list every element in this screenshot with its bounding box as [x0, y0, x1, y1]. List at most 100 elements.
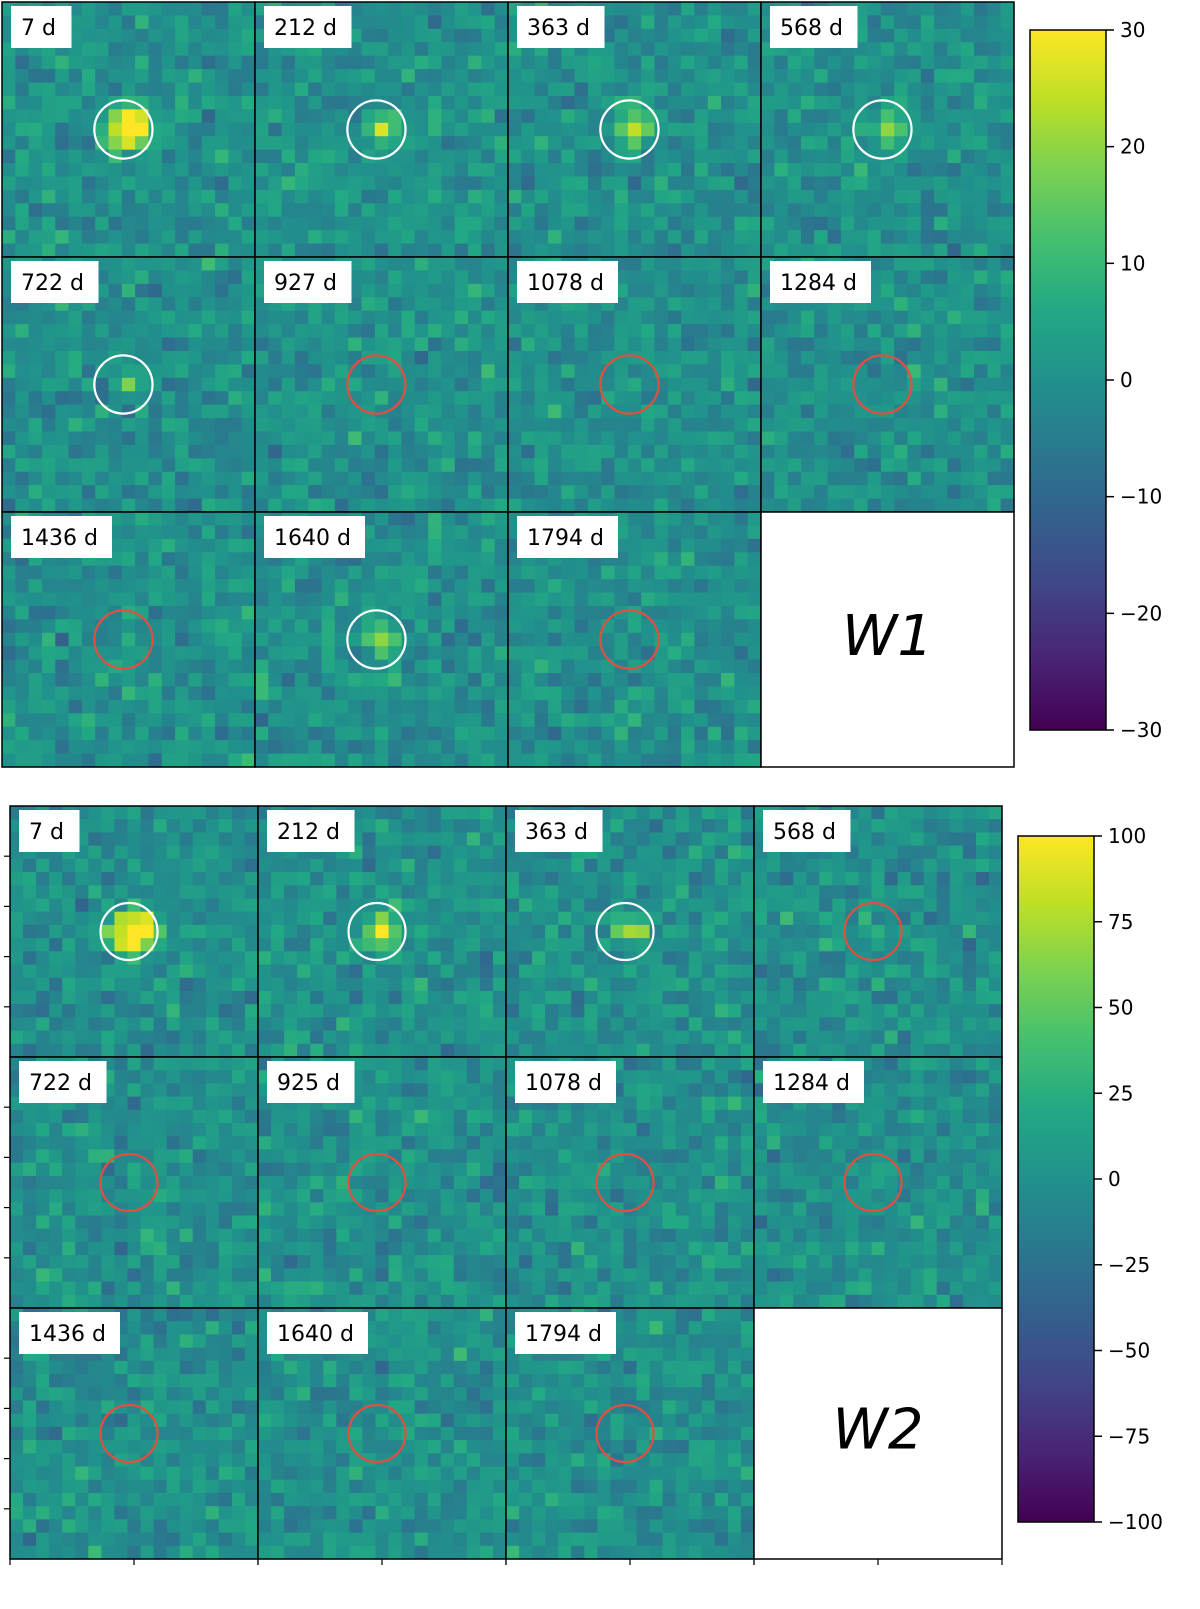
pixel	[662, 819, 677, 834]
pixel	[241, 2, 256, 17]
pixel	[454, 525, 469, 540]
pixel	[654, 431, 669, 446]
pixel	[681, 753, 696, 768]
pixel	[148, 203, 163, 218]
colorbar-tick-label: −30	[1120, 718, 1162, 742]
pixel	[401, 230, 416, 245]
pixel	[201, 753, 216, 768]
pixel	[401, 270, 416, 285]
pixel	[827, 69, 842, 84]
pixel	[428, 619, 443, 634]
pixel	[374, 565, 389, 580]
pixel	[601, 673, 616, 688]
pixel	[587, 55, 602, 70]
pixel	[508, 350, 522, 365]
pixel	[401, 431, 416, 446]
pixel	[468, 216, 482, 231]
pixel	[934, 216, 949, 231]
pixel	[574, 431, 589, 446]
pixel	[508, 136, 522, 151]
pixel	[441, 753, 456, 768]
pixel	[414, 485, 429, 500]
pixel	[641, 55, 656, 70]
pixel	[258, 1017, 272, 1032]
pixel	[166, 885, 181, 900]
pixel	[880, 176, 895, 191]
pixel	[428, 498, 443, 513]
pixel	[215, 283, 229, 298]
pixel	[334, 605, 349, 620]
pixel	[401, 579, 416, 594]
pixel	[255, 418, 269, 433]
pixel	[614, 2, 629, 17]
pixel	[867, 69, 882, 84]
pixel	[494, 659, 509, 674]
pixel	[727, 858, 742, 873]
pixel	[867, 297, 882, 312]
epoch-label-box	[264, 516, 365, 558]
pixel	[121, 216, 136, 231]
pixel	[721, 552, 735, 567]
pixel	[121, 646, 136, 661]
pixel	[947, 216, 962, 231]
pixel	[231, 898, 246, 913]
pixel	[374, 122, 389, 137]
pixel	[627, 136, 642, 151]
pixel	[761, 55, 775, 70]
pixel	[95, 673, 110, 688]
pixel	[814, 55, 829, 70]
pixel	[641, 552, 656, 567]
pixel	[215, 431, 229, 446]
pixel	[814, 391, 829, 406]
pixel	[81, 592, 96, 607]
pixel	[114, 990, 129, 1005]
pixel	[840, 149, 855, 164]
pixel	[401, 297, 416, 312]
pixel	[787, 109, 802, 124]
pixel	[388, 592, 403, 607]
pixel	[244, 964, 259, 979]
pixel	[161, 42, 176, 57]
pixel	[255, 632, 269, 647]
pixel	[641, 28, 656, 43]
pixel	[175, 632, 190, 647]
pixel	[148, 659, 163, 674]
pixel	[414, 149, 429, 164]
pixel	[681, 283, 696, 298]
pixel	[388, 350, 403, 365]
pixel	[388, 28, 403, 43]
pixel	[135, 350, 150, 365]
pixel	[508, 149, 522, 164]
pixel	[827, 418, 842, 433]
pixel	[179, 858, 194, 873]
pixel	[601, 95, 616, 110]
pixel	[374, 726, 389, 741]
pixel	[348, 404, 363, 419]
pixel	[641, 189, 656, 204]
pixel	[348, 471, 363, 486]
pixel	[534, 605, 549, 620]
pixel	[534, 404, 549, 419]
pixel	[294, 753, 309, 768]
pixel	[68, 605, 83, 620]
pixel	[534, 431, 549, 446]
pixel	[574, 740, 589, 755]
pixel	[740, 872, 755, 886]
pixel	[2, 243, 16, 258]
pixel	[654, 283, 669, 298]
pixel	[508, 203, 522, 218]
pixel	[521, 350, 536, 365]
pixel	[348, 2, 363, 17]
pixel	[667, 2, 682, 17]
pixel	[148, 297, 163, 312]
pixel	[294, 163, 309, 178]
pixel	[218, 819, 233, 834]
pixel	[440, 819, 455, 834]
pixel	[641, 686, 656, 701]
pixel	[468, 552, 482, 567]
pixel	[268, 377, 283, 392]
pixel	[68, 377, 83, 392]
pixel	[614, 632, 629, 647]
pixel	[787, 176, 802, 191]
pixel	[255, 579, 269, 594]
